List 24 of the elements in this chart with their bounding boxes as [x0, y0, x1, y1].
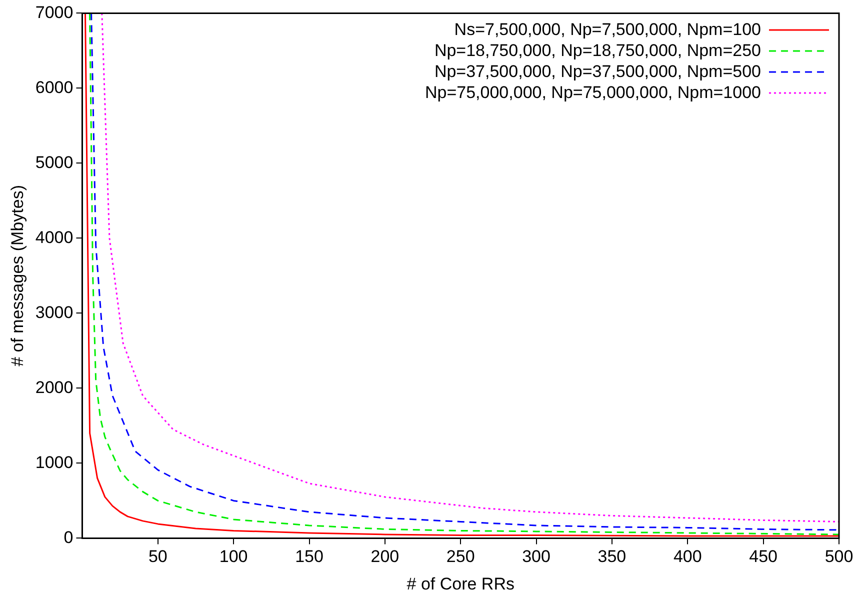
legend-label: Np=18,750,000, Np=18,750,000, Npm=250 [434, 40, 761, 62]
x-tick-label: 450 [749, 547, 778, 566]
x-tick-label: 400 [673, 547, 702, 566]
y-tick-label: 7000 [35, 2, 74, 22]
x-tick-label: 500 [824, 547, 854, 566]
y-tick-label: 1000 [35, 452, 74, 472]
y-tick-label: 6000 [35, 78, 74, 97]
y-tick-label: 5000 [35, 152, 74, 172]
x-tick-label: 150 [295, 547, 324, 566]
x-tick-label: 100 [219, 547, 248, 566]
x-tick-label: 200 [370, 547, 400, 566]
y-tick-label: 2000 [35, 378, 74, 397]
x-axis-title: # of Core RRs [406, 574, 514, 594]
legend-label: Np=75,000,000, Np=75,000,000, Npm=1000 [424, 82, 761, 104]
x-tick-label: 350 [598, 547, 626, 566]
y-axis-title: # of messages (Mbytes) [8, 184, 27, 366]
x-tick-label: 50 [148, 547, 168, 566]
legend-label: Np=37,500,000, Np=37,500,000, Npm=500 [434, 61, 761, 82]
y-tick-label: 4000 [35, 228, 74, 247]
y-tick-label: 3000 [35, 302, 74, 322]
y-tick-label: 0 [64, 528, 74, 547]
legend-label: Ns=7,500,000, Np=7,500,000, Npm=100 [454, 19, 761, 40]
x-tick-label: 300 [522, 547, 550, 566]
x-tick-label: 250 [446, 547, 475, 566]
